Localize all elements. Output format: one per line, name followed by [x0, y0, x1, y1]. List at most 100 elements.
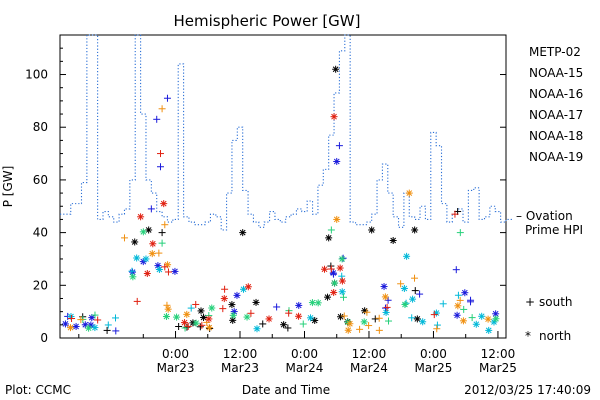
- north-point: [336, 264, 344, 272]
- south-point: [430, 311, 438, 319]
- south-point: [408, 314, 416, 322]
- north-point: [87, 321, 95, 329]
- south-point: [77, 316, 85, 324]
- y-axis-label: P [GW]: [1, 166, 15, 208]
- north-point: [239, 229, 247, 237]
- y-tick-label: 20: [33, 278, 48, 292]
- north-point: [88, 314, 96, 322]
- north-point: [330, 113, 338, 121]
- y-tick-label: 60: [33, 173, 48, 187]
- legend-entry: NOAA-16: [529, 87, 583, 101]
- north-point: [311, 316, 319, 324]
- south-point: [163, 94, 171, 102]
- north-point: [131, 238, 139, 246]
- north-point: [143, 269, 151, 277]
- north-point: [324, 293, 332, 301]
- x-tick-time: 0:00: [420, 347, 447, 361]
- south-point: [104, 321, 112, 329]
- north-point: [400, 284, 408, 292]
- north-point: [181, 319, 189, 327]
- south-point: [383, 303, 391, 311]
- north-point: [160, 200, 168, 208]
- north-point: [139, 228, 147, 236]
- south-point: [327, 226, 335, 234]
- south-point: [284, 324, 292, 332]
- north-point: [492, 315, 500, 323]
- ovation-line-layer: [60, 34, 512, 231]
- south-point: [221, 285, 229, 293]
- north-point: [419, 318, 427, 326]
- plot-frame: [59, 34, 507, 339]
- north-point: [333, 215, 341, 223]
- south-point: [219, 305, 227, 313]
- north-point: [382, 308, 390, 316]
- north-point: [155, 265, 163, 273]
- north-point: [405, 189, 413, 197]
- north-point: [338, 277, 346, 285]
- x-tick-date: Mar23: [157, 361, 195, 375]
- footer-source: Plot: CCMC: [5, 383, 71, 397]
- legend-ovation: – Ovation: [516, 209, 573, 223]
- south-point: [94, 316, 102, 324]
- north-point: [66, 324, 74, 332]
- south-point: [456, 229, 464, 237]
- x-tick-time: 12:00: [481, 347, 516, 361]
- south-point: [365, 322, 373, 330]
- north-point: [85, 324, 93, 332]
- south-point: [451, 210, 459, 218]
- south-point: [433, 321, 441, 329]
- marker-legend-label: north: [539, 329, 571, 343]
- south-point: [338, 272, 346, 280]
- x-tick-date: Mar25: [414, 361, 452, 375]
- north-point: [183, 310, 191, 318]
- south-point: [198, 321, 206, 329]
- north-point: [338, 255, 346, 263]
- north-point: [338, 288, 346, 296]
- chart-title: Hemispheric Power [GW]: [174, 12, 361, 30]
- south-point: [68, 315, 76, 323]
- north-point: [478, 312, 486, 320]
- south-point: [468, 314, 476, 322]
- south-point: [158, 239, 166, 247]
- north-point: [229, 316, 237, 324]
- north-point: [332, 65, 340, 73]
- south-point: [335, 142, 343, 150]
- south-point: [181, 324, 189, 332]
- north-point: [253, 325, 261, 333]
- north-point: [389, 237, 397, 245]
- north-point: [243, 313, 251, 321]
- legend-entry: NOAA-17: [529, 108, 583, 122]
- x-tick-date: Mar25: [479, 361, 517, 375]
- north-point: [295, 301, 303, 309]
- north-point: [205, 324, 213, 332]
- south-point: [285, 309, 293, 317]
- ovation-prime-hpi-line: [60, 34, 512, 231]
- north-point: [192, 319, 200, 327]
- x-axis-label: Date and Time: [242, 383, 330, 397]
- south-point: [375, 326, 383, 334]
- north-point: [228, 301, 236, 309]
- north-point: [333, 157, 341, 165]
- north-point: [280, 321, 288, 329]
- south-point: [103, 326, 111, 334]
- south-point: [164, 268, 172, 276]
- south-point: [452, 266, 460, 274]
- south-point: [158, 105, 166, 113]
- north-point: [472, 320, 480, 328]
- south-point: [454, 291, 462, 299]
- south-point: [112, 327, 120, 335]
- north-point: [173, 313, 181, 321]
- north-point: [72, 322, 80, 330]
- x-tick-date: Mar24: [350, 361, 388, 375]
- south-point: [196, 323, 204, 331]
- y-tick-label: 80: [33, 120, 48, 134]
- north-point: [233, 291, 241, 299]
- footer-timestamp: 2012/03/25 17:40:09: [464, 383, 591, 397]
- south-point: [247, 309, 255, 317]
- south-point: [156, 163, 164, 171]
- south-point: [184, 322, 192, 330]
- north-point: [314, 299, 322, 307]
- north-point: [91, 324, 99, 332]
- north-point: [164, 305, 172, 313]
